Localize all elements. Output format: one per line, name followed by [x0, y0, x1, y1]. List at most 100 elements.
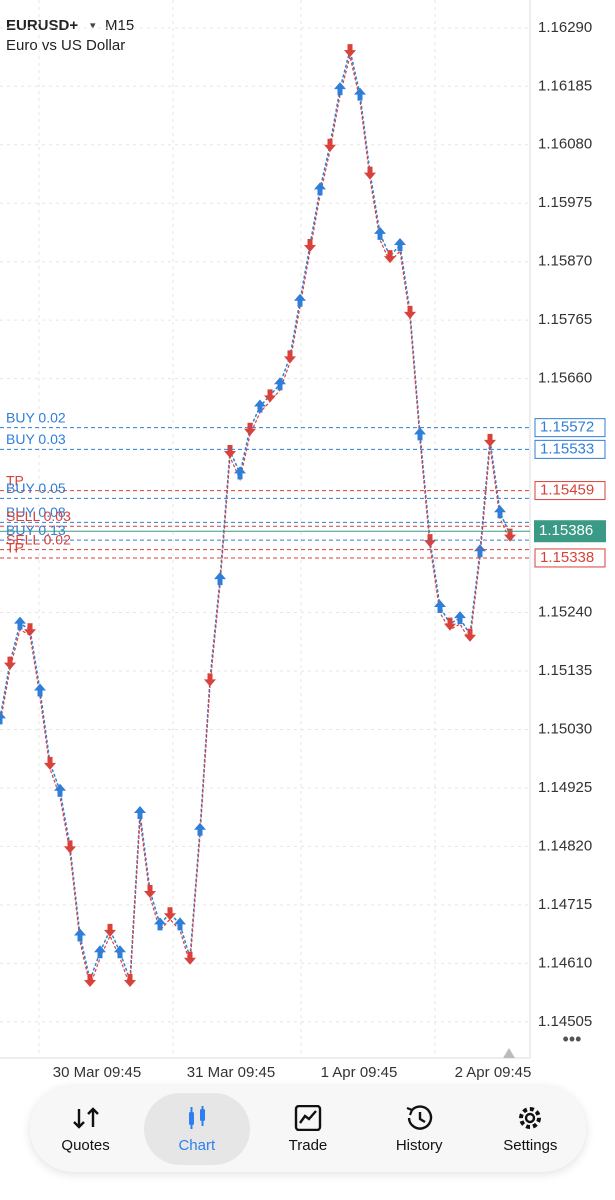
sell-arrow — [344, 44, 356, 58]
buy-arrow — [354, 87, 366, 101]
price-tag: 1.15572 — [534, 418, 606, 438]
icon — [294, 1104, 322, 1131]
scroll-marker — [503, 1048, 515, 1058]
price-tag-label: 1.15338 — [540, 549, 594, 566]
tab-bar: Quotes Chart Trade History Settings — [30, 1086, 586, 1172]
price-tick-label: 1.14925 — [538, 779, 592, 796]
timeframe[interactable]: M15 — [105, 17, 134, 34]
buy-arrow — [54, 783, 66, 797]
price-tick-label: 1.16185 — [538, 77, 592, 94]
price-tag-box — [534, 481, 606, 501]
order-label: BUY 0.03 — [6, 431, 66, 447]
buy-arrow — [434, 599, 446, 613]
buy-arrow — [234, 466, 246, 480]
buy-arrow — [374, 226, 386, 240]
buy-arrow — [274, 377, 286, 391]
sell-arrow — [264, 389, 276, 403]
tab-history[interactable]: History — [366, 1093, 472, 1165]
buy-arrow — [494, 505, 506, 519]
sell-arrow — [64, 840, 76, 854]
price-tick-label: 1.14610 — [538, 954, 592, 971]
order-label: SELL 0.02 — [6, 531, 71, 547]
buy-arrow — [474, 544, 486, 558]
price-tag-label: 1.15533 — [540, 440, 594, 457]
price-tick-label: 1.15660 — [538, 370, 592, 387]
tab-label: Trade — [288, 1136, 328, 1154]
time-label: 30 Mar 09:45 — [53, 1064, 141, 1081]
price-tag-label: 1.15459 — [540, 482, 594, 499]
sell-arrow — [164, 907, 176, 921]
order-label: BUY 0.02 — [6, 409, 66, 425]
buy-arrow — [174, 917, 186, 931]
tab-quotes[interactable]: Quotes — [33, 1093, 139, 1165]
order-label: BUY 0.08 — [6, 504, 66, 520]
sell-arrow — [484, 433, 496, 447]
sell-arrow — [24, 623, 36, 637]
sell-arrow — [104, 923, 116, 937]
price-tick-label: 1.14820 — [538, 837, 592, 854]
time-label: 31 Mar 09:45 — [187, 1064, 275, 1081]
buy-arrow — [454, 611, 466, 625]
price-tick-label: 1.15765 — [538, 311, 592, 328]
price-tick-label: 1.15975 — [538, 194, 592, 211]
sell-arrow — [444, 617, 456, 631]
buy-arrow — [114, 945, 126, 959]
symbol[interactable]: EURUSD+ — [6, 17, 78, 34]
price-line — [0, 49, 511, 983]
current-price-box — [534, 520, 606, 543]
time-label: 2 Apr 09:45 — [455, 1064, 532, 1081]
price-tag: 1.15338 — [534, 548, 606, 568]
sell-arrow — [404, 305, 416, 319]
buy-arrow — [394, 238, 406, 252]
sell-arrow — [304, 239, 316, 253]
price-tick-label: 1.14505 — [538, 1013, 592, 1030]
price-line — [0, 55, 511, 989]
sell-arrow — [124, 974, 136, 988]
time-label: 1 Apr 09:45 — [321, 1064, 398, 1081]
order-label: SELL 0.03 — [6, 508, 71, 524]
sell-arrow — [504, 528, 516, 542]
buy-arrow — [214, 572, 226, 586]
order-label: BUY 0.13 — [6, 522, 66, 538]
order-label: TP — [6, 540, 24, 556]
icon — [72, 1106, 99, 1129]
buy-arrow — [34, 683, 46, 697]
buy-arrow — [254, 399, 266, 413]
tab-label: Chart — [178, 1136, 216, 1154]
price-tick-label: 1.16290 — [538, 19, 592, 36]
order-label: TP — [6, 472, 24, 488]
sell-arrow — [224, 445, 236, 459]
tab-settings[interactable]: Settings — [477, 1093, 583, 1165]
current-price-label: 1.15386 — [539, 522, 593, 539]
order-label: BUY 0.05 — [6, 480, 66, 496]
sell-arrow — [244, 422, 256, 436]
price-tick-label: 1.15135 — [538, 662, 592, 679]
chart: EURUSD+ ▾ M15 Euro vs US Dollar ••• 1.16… — [0, 0, 606, 1081]
price-tag-box — [534, 548, 606, 568]
tab-label: Quotes — [61, 1136, 110, 1154]
buy-arrow — [334, 82, 346, 96]
more-menu[interactable]: ••• — [563, 1029, 582, 1049]
icon — [406, 1104, 433, 1130]
sell-arrow — [184, 951, 196, 965]
sell-arrow — [44, 756, 56, 770]
buy-arrow — [0, 711, 6, 725]
buy-arrow — [154, 917, 166, 931]
buy-arrow — [414, 427, 426, 441]
tab-trade[interactable]: Trade — [255, 1093, 361, 1165]
icon — [188, 1105, 205, 1129]
tab-label: Settings — [503, 1136, 558, 1154]
buy-arrow — [194, 822, 206, 836]
price-tag-label: 1.15572 — [540, 419, 594, 436]
sell-arrow — [324, 138, 336, 152]
price-tick-label: 1.15240 — [538, 603, 592, 620]
dropdown-caret[interactable]: ▾ — [90, 20, 96, 32]
sell-arrow — [84, 974, 96, 988]
buy-arrow — [14, 616, 26, 630]
sell-arrow — [144, 884, 156, 898]
sell-arrow — [4, 656, 16, 670]
description: Euro vs US Dollar — [6, 37, 125, 54]
tab-label: History — [395, 1136, 443, 1154]
tab-chart[interactable]: Chart — [143, 1093, 250, 1165]
